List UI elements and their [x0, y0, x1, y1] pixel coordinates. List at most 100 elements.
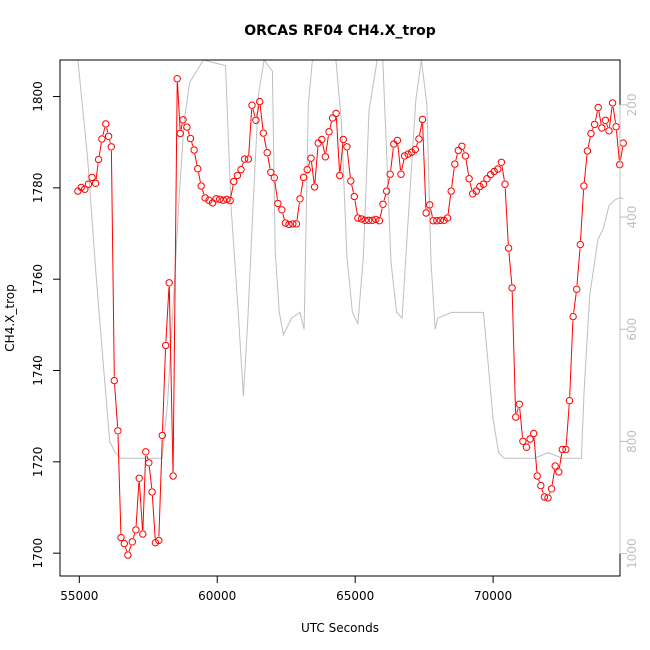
data-point [350, 192, 358, 201]
data-point [120, 539, 129, 548]
series-segment [379, 208, 383, 217]
data-point [244, 155, 253, 163]
x-tick-label: 70000 [474, 589, 512, 603]
data-point [162, 341, 170, 350]
series-segment [187, 130, 190, 135]
data-point [479, 180, 488, 188]
data-point [558, 445, 566, 454]
y-tick-label: 1740 [31, 355, 45, 386]
series-segment [267, 156, 271, 169]
data-point [519, 437, 527, 445]
series-segment [274, 181, 278, 200]
data-point [321, 153, 330, 161]
data-point [158, 431, 167, 440]
pressure-line [77, 58, 624, 459]
series-segment [202, 189, 205, 195]
data-point [504, 244, 513, 252]
data-point [128, 538, 137, 546]
series-segment [519, 408, 523, 438]
x-tick-label: 65000 [336, 589, 374, 603]
data-point [379, 200, 387, 209]
data-point [530, 429, 538, 438]
data-point [332, 109, 340, 118]
data-point [483, 175, 491, 183]
series-segment [576, 248, 581, 286]
data-point [104, 132, 113, 141]
data-point [404, 150, 412, 158]
data-point [274, 199, 282, 208]
data-point [537, 481, 545, 490]
data-point [386, 170, 394, 178]
series-segment [606, 123, 609, 128]
data-point [587, 129, 595, 138]
data-point [490, 167, 498, 176]
series-segment [158, 439, 163, 537]
chart-title: ORCAS RF04 CH4.X_trop [244, 23, 436, 39]
series-segment [549, 492, 551, 495]
data-point [216, 195, 224, 204]
series-segment [619, 147, 624, 161]
series-segment [248, 109, 253, 156]
series-segment [419, 123, 423, 136]
data-point [139, 530, 147, 538]
series-segment [504, 188, 509, 245]
series-segment [351, 184, 354, 193]
data-point [368, 216, 376, 225]
data-point [176, 129, 185, 138]
x-tick-label: 55000 [60, 589, 98, 603]
series-segment [142, 455, 147, 531]
y-axis-label: CH4.X_trop [3, 284, 17, 351]
series-segment [114, 384, 119, 427]
series-segment [346, 150, 351, 178]
data-point [263, 149, 271, 157]
data-point [314, 139, 322, 147]
data-point [84, 180, 93, 188]
series-segment [252, 108, 256, 117]
series-segment [511, 291, 517, 414]
data-point [540, 493, 549, 501]
data-point [219, 196, 228, 204]
series-segment [583, 154, 588, 183]
ch4-series [74, 75, 627, 559]
data-point [289, 220, 297, 228]
data-point [361, 216, 369, 225]
y2-tick-label: 400 [625, 206, 639, 229]
data-point [270, 174, 278, 182]
data-point [226, 196, 234, 205]
data-point [98, 135, 106, 143]
data-point [357, 215, 366, 223]
data-point [248, 101, 256, 109]
series-segment [311, 162, 315, 184]
series-segment [172, 82, 178, 473]
series-segment [609, 106, 613, 127]
series-segment [469, 182, 473, 191]
data-point [605, 127, 613, 135]
series-segment [329, 121, 332, 128]
data-point [186, 134, 195, 143]
series-segment [102, 127, 106, 136]
y2-tick-label: 1000 [625, 538, 639, 569]
series-segment [282, 213, 285, 220]
data-point [497, 158, 506, 167]
data-point [240, 155, 249, 163]
data-point [365, 216, 373, 225]
data-point [165, 279, 173, 287]
data-point [230, 177, 238, 186]
data-point [429, 217, 437, 225]
data-point [173, 75, 181, 83]
data-point [397, 170, 405, 178]
series-segment [314, 147, 319, 184]
data-point [454, 146, 462, 155]
series-segment [612, 106, 616, 123]
series-segment [325, 135, 329, 153]
series-segment [256, 105, 260, 117]
data-point [278, 206, 286, 214]
data-point [267, 168, 275, 177]
data-point [88, 173, 96, 182]
data-point [114, 427, 122, 435]
data-point [433, 217, 441, 225]
series-segment [598, 111, 602, 125]
data-point [551, 462, 559, 470]
data-point [110, 376, 119, 385]
